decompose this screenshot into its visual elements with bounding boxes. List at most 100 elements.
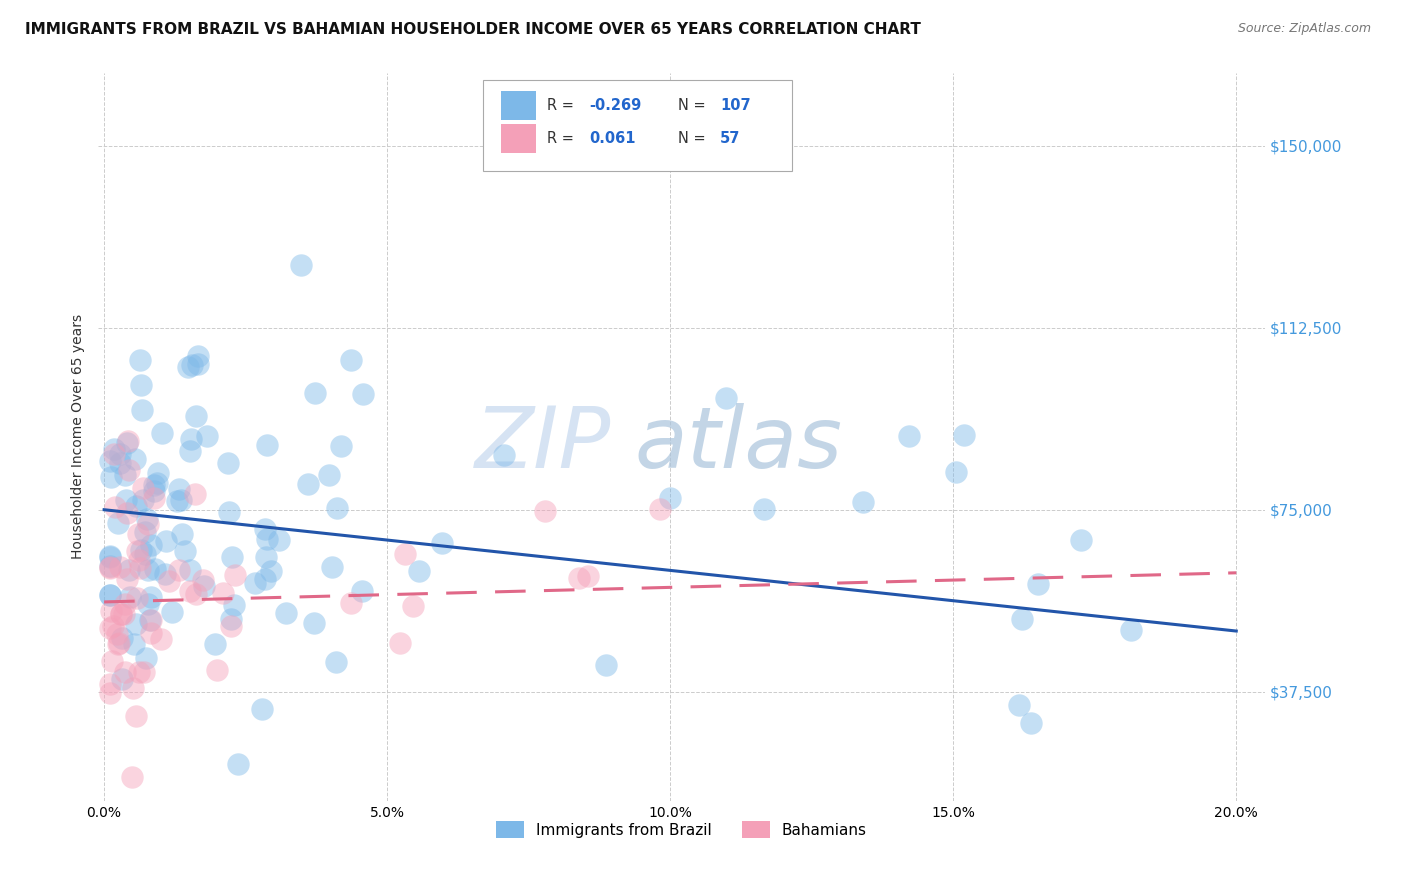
Point: [111, 673, 134, 687]
Point: [408, 565, 430, 579]
Point: [184, 587, 207, 601]
Point: [534, 504, 557, 518]
Point: [98, 549, 121, 564]
Point: [131, 378, 153, 392]
Point: [224, 598, 246, 612]
Point: [256, 438, 278, 452]
Point: [127, 526, 149, 541]
Point: [124, 617, 146, 632]
Point: [134, 547, 156, 561]
Point: [114, 665, 136, 679]
Point: [103, 447, 125, 461]
Point: [340, 353, 363, 368]
Point: [98, 550, 121, 565]
Point: [125, 499, 148, 513]
Point: [98, 559, 121, 574]
Point: [212, 586, 235, 600]
Point: [179, 583, 201, 598]
Point: [174, 543, 197, 558]
Point: [180, 432, 202, 446]
Point: [228, 756, 250, 771]
Point: [105, 626, 128, 640]
Text: R =: R =: [547, 98, 579, 113]
Point: [125, 544, 148, 558]
Text: 107: 107: [720, 98, 751, 113]
Point: [107, 636, 129, 650]
Point: [110, 456, 132, 470]
Point: [150, 632, 173, 646]
Point: [128, 665, 150, 679]
Point: [114, 467, 136, 482]
Point: [340, 596, 363, 610]
Point: [118, 463, 141, 477]
Point: [110, 607, 132, 622]
Point: [492, 448, 515, 462]
Point: [290, 258, 312, 272]
Point: [107, 516, 129, 531]
Point: [205, 663, 228, 677]
Point: [157, 574, 180, 588]
Point: [125, 709, 148, 723]
Point: [1026, 577, 1049, 591]
Point: [326, 500, 349, 515]
Point: [100, 470, 122, 484]
Point: [103, 442, 125, 457]
Point: [898, 429, 921, 443]
Point: [953, 428, 976, 442]
Point: [139, 626, 162, 640]
Point: [172, 527, 194, 541]
Point: [243, 575, 266, 590]
Point: [143, 562, 166, 576]
Point: [132, 493, 155, 508]
Point: [250, 702, 273, 716]
Point: [800, 828, 823, 842]
Point: [274, 606, 297, 620]
Point: [143, 484, 166, 499]
Point: [187, 357, 209, 371]
Point: [135, 650, 157, 665]
Point: [179, 444, 201, 458]
Point: [134, 525, 156, 540]
Point: [568, 571, 591, 585]
Point: [117, 506, 139, 520]
Text: IMMIGRANTS FROM BRAZIL VS BAHAMIAN HOUSEHOLDER INCOME OVER 65 YEARS CORRELATION : IMMIGRANTS FROM BRAZIL VS BAHAMIAN HOUSE…: [25, 22, 921, 37]
Point: [217, 456, 239, 470]
Point: [121, 770, 143, 784]
Point: [162, 606, 184, 620]
Text: ZIP: ZIP: [475, 402, 612, 486]
Point: [98, 621, 121, 635]
Point: [184, 487, 207, 501]
Point: [187, 349, 209, 363]
Point: [136, 598, 159, 612]
Point: [254, 550, 277, 565]
Point: [218, 505, 240, 519]
Point: [155, 534, 177, 549]
Point: [141, 538, 163, 552]
Point: [98, 559, 121, 574]
Point: [1007, 698, 1029, 712]
Text: 57: 57: [720, 131, 741, 146]
Point: [1011, 612, 1033, 626]
Point: [129, 542, 152, 557]
Point: [352, 386, 374, 401]
Point: [350, 584, 373, 599]
Point: [224, 568, 246, 582]
Point: [388, 636, 411, 650]
Point: [136, 516, 159, 531]
Point: [204, 637, 226, 651]
Point: [325, 656, 347, 670]
Point: [297, 476, 319, 491]
Point: [98, 561, 121, 575]
Point: [142, 491, 165, 505]
Y-axis label: Householder Income Over 65 years: Householder Income Over 65 years: [72, 314, 86, 559]
Point: [114, 597, 136, 611]
FancyBboxPatch shape: [484, 80, 792, 171]
Point: [125, 591, 148, 605]
Point: [129, 561, 152, 575]
Point: [576, 569, 599, 583]
Point: [1121, 623, 1143, 637]
Point: [101, 654, 124, 668]
Point: [1070, 533, 1092, 548]
FancyBboxPatch shape: [501, 91, 536, 120]
Point: [170, 493, 193, 508]
